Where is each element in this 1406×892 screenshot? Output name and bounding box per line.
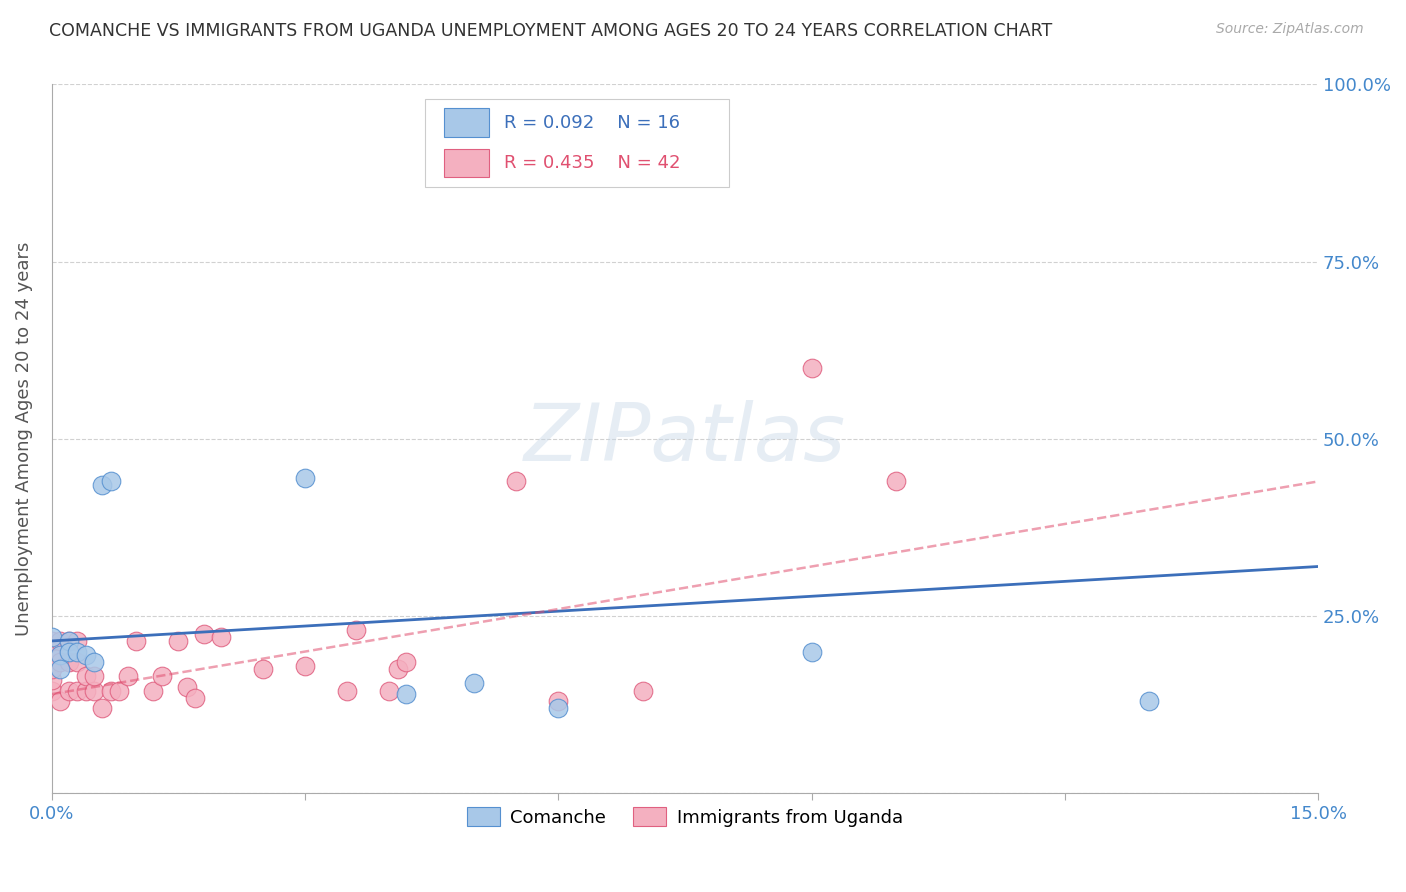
- Point: [108, 683, 131, 698]
- Point: [49, 648, 72, 662]
- Point: [167, 634, 190, 648]
- Point: [66, 683, 89, 698]
- Point: [463, 676, 485, 690]
- Point: [41, 673, 63, 687]
- Point: [58, 644, 80, 658]
- Point: [83, 655, 105, 669]
- Point: [193, 627, 215, 641]
- Point: [336, 683, 359, 698]
- Point: [884, 475, 907, 489]
- Point: [58, 634, 80, 648]
- Point: [58, 655, 80, 669]
- Point: [49, 655, 72, 669]
- Point: [800, 644, 823, 658]
- Text: Source: ZipAtlas.com: Source: ZipAtlas.com: [1216, 22, 1364, 37]
- Point: [41, 634, 63, 648]
- Point: [184, 690, 207, 705]
- Point: [75, 683, 97, 698]
- Point: [41, 644, 63, 658]
- Text: R = 0.435    N = 42: R = 0.435 N = 42: [503, 154, 681, 172]
- Point: [395, 687, 418, 701]
- Point: [631, 683, 654, 698]
- Point: [58, 634, 80, 648]
- Point: [252, 662, 274, 676]
- Point: [100, 683, 122, 698]
- Point: [83, 683, 105, 698]
- Text: R = 0.092    N = 16: R = 0.092 N = 16: [503, 113, 681, 131]
- Point: [142, 683, 165, 698]
- Point: [66, 644, 89, 658]
- Point: [66, 634, 89, 648]
- Point: [1137, 694, 1160, 708]
- Point: [547, 694, 569, 708]
- Point: [91, 701, 114, 715]
- Y-axis label: Unemployment Among Ages 20 to 24 years: Unemployment Among Ages 20 to 24 years: [15, 242, 32, 636]
- Point: [66, 655, 89, 669]
- Legend: Comanche, Immigrants from Uganda: Comanche, Immigrants from Uganda: [460, 800, 910, 834]
- Point: [41, 662, 63, 676]
- Point: [800, 361, 823, 376]
- Point: [49, 694, 72, 708]
- Point: [49, 634, 72, 648]
- Text: ZIPatlas: ZIPatlas: [524, 400, 846, 478]
- Point: [75, 669, 97, 683]
- Point: [378, 683, 401, 698]
- FancyBboxPatch shape: [444, 149, 489, 178]
- Point: [344, 624, 367, 638]
- Point: [395, 655, 418, 669]
- Point: [117, 669, 139, 683]
- Point: [41, 631, 63, 645]
- Point: [209, 631, 232, 645]
- FancyBboxPatch shape: [426, 99, 730, 187]
- Point: [387, 662, 409, 676]
- Point: [176, 680, 198, 694]
- Point: [294, 658, 316, 673]
- Point: [100, 475, 122, 489]
- Point: [49, 662, 72, 676]
- Point: [83, 669, 105, 683]
- Point: [294, 471, 316, 485]
- Point: [547, 701, 569, 715]
- Point: [505, 475, 527, 489]
- Point: [150, 669, 173, 683]
- Point: [91, 478, 114, 492]
- Text: COMANCHE VS IMMIGRANTS FROM UGANDA UNEMPLOYMENT AMONG AGES 20 TO 24 YEARS CORREL: COMANCHE VS IMMIGRANTS FROM UGANDA UNEMP…: [49, 22, 1053, 40]
- Point: [41, 683, 63, 698]
- Point: [125, 634, 148, 648]
- FancyBboxPatch shape: [444, 108, 489, 136]
- Point: [58, 683, 80, 698]
- Point: [75, 648, 97, 662]
